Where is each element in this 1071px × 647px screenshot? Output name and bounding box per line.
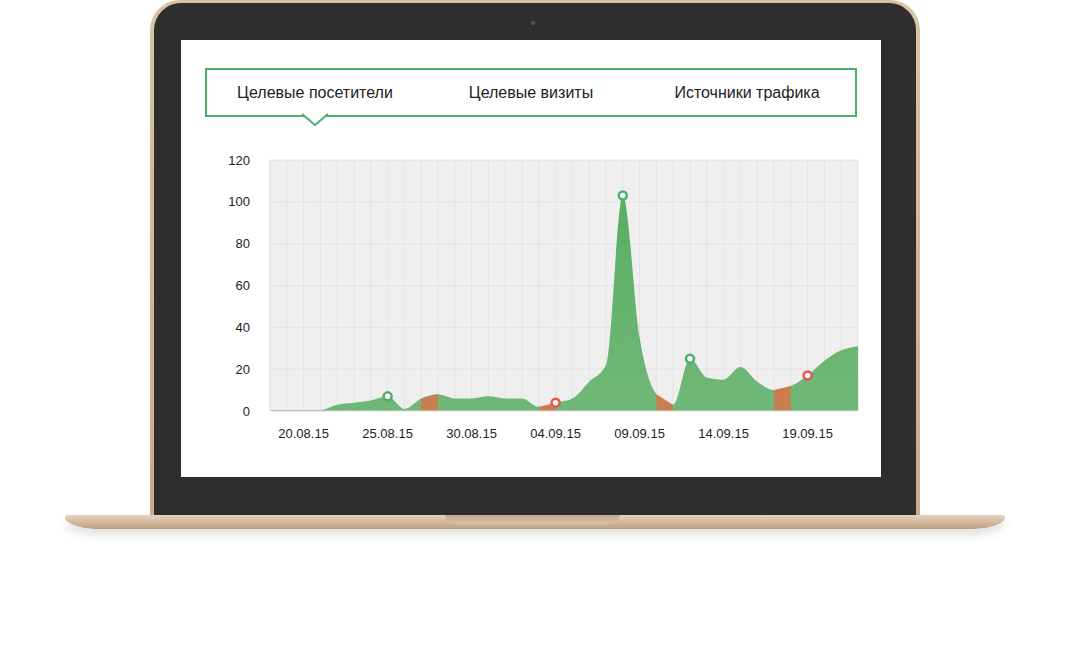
svg-text:120: 120 — [228, 153, 250, 168]
svg-text:0: 0 — [243, 404, 250, 419]
svg-text:60: 60 — [236, 278, 250, 293]
svg-text:20: 20 — [236, 362, 250, 377]
svg-text:14.09.15: 14.09.15 — [698, 426, 749, 441]
svg-text:19.09.15: 19.09.15 — [782, 426, 833, 441]
svg-text:04.09.15: 04.09.15 — [530, 426, 581, 441]
svg-text:40: 40 — [236, 320, 250, 335]
html-text:Целевые посетители: Целевые посетители — [237, 83, 393, 101]
html-text:Источники трафика: Источники трафика — [674, 83, 820, 101]
svg-text:25.08.15: 25.08.15 — [362, 426, 413, 441]
svg-text:100: 100 — [228, 194, 250, 209]
html-text:Целевые визиты: Целевые визиты — [468, 83, 594, 101]
svg-text:09.09.15: 09.09.15 — [614, 426, 665, 441]
svg-text:80: 80 — [236, 236, 250, 251]
svg-text:30.08.15: 30.08.15 — [446, 426, 497, 441]
svg-text:20.08.15: 20.08.15 — [278, 426, 329, 441]
